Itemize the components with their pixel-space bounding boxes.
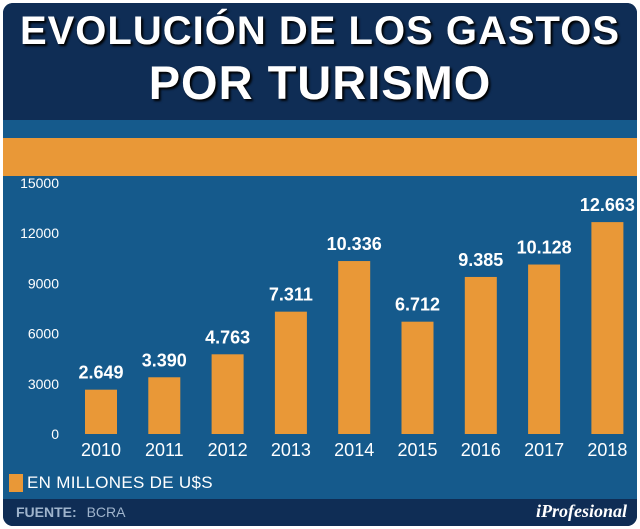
bar-2015 — [401, 321, 434, 434]
y-tick-label: 9000 — [28, 275, 59, 291]
x-tick-label: 2014 — [334, 440, 374, 460]
x-tick-label: 2010 — [81, 440, 121, 460]
source-value: BCRA — [86, 504, 126, 520]
bar-2017 — [528, 264, 561, 434]
y-tick-label: 12000 — [20, 225, 59, 241]
footer: FUENTE: BCRA iProfesional — [3, 499, 637, 526]
brand-logo: iProfesional — [535, 501, 627, 521]
bar-2013 — [274, 311, 307, 434]
title-line-2: POR TURISMO — [148, 56, 492, 109]
x-tick-label: 2011 — [145, 440, 184, 460]
data-label-2010: 2.649 — [78, 363, 123, 383]
legend: EN MILLONES DE U$S — [9, 472, 213, 494]
source: FUENTE: BCRA — [16, 504, 125, 520]
x-tick-label: 2013 — [271, 440, 311, 460]
bar-2011 — [148, 377, 181, 434]
data-label-2015: 6.712 — [395, 295, 440, 315]
orange-strip — [3, 138, 637, 176]
title-line-1: EVOLUCIÓN DE LOS GASTOS — [19, 9, 621, 53]
x-tick-label: 2012 — [208, 440, 248, 460]
y-tick-label: 0 — [51, 426, 59, 442]
bar-2014 — [338, 261, 371, 434]
x-tick-label: 2015 — [397, 440, 437, 460]
data-label-2016: 9.385 — [458, 250, 503, 270]
legend-swatch — [9, 474, 23, 492]
bar-2010 — [85, 389, 117, 434]
source-label: FUENTE: — [16, 504, 77, 520]
data-label-2018: 12.663 — [580, 195, 635, 215]
x-tick-label: 2016 — [461, 440, 501, 460]
infographic-frame: EVOLUCIÓN DE LOS GASTOS POR TURISMO 0 300… — [3, 3, 637, 526]
x-tick-label: 2018 — [587, 440, 627, 460]
data-label-2017: 10.128 — [517, 238, 572, 258]
y-tick-label: 6000 — [28, 326, 59, 342]
y-tick-label: 3000 — [28, 376, 59, 392]
y-tick-label: 15000 — [20, 175, 59, 191]
data-label-2012: 4.763 — [205, 327, 250, 347]
title-band: EVOLUCIÓN DE LOS GASTOS POR TURISMO — [3, 3, 637, 120]
bar-2018 — [591, 222, 624, 434]
data-label-2014: 10.336 — [327, 234, 382, 254]
x-tick-label: 2017 — [524, 440, 564, 460]
bar-2012 — [211, 354, 244, 434]
data-label-2013: 7.311 — [269, 285, 313, 305]
legend-label: EN MILLONES DE U$S — [27, 473, 213, 492]
bar-2016 — [464, 276, 497, 434]
data-label-2011: 3.390 — [142, 350, 187, 370]
bar-chart: 0 3000 6000 9000 12000 15000 2.649 2010 3.390 201… — [20, 175, 635, 460]
